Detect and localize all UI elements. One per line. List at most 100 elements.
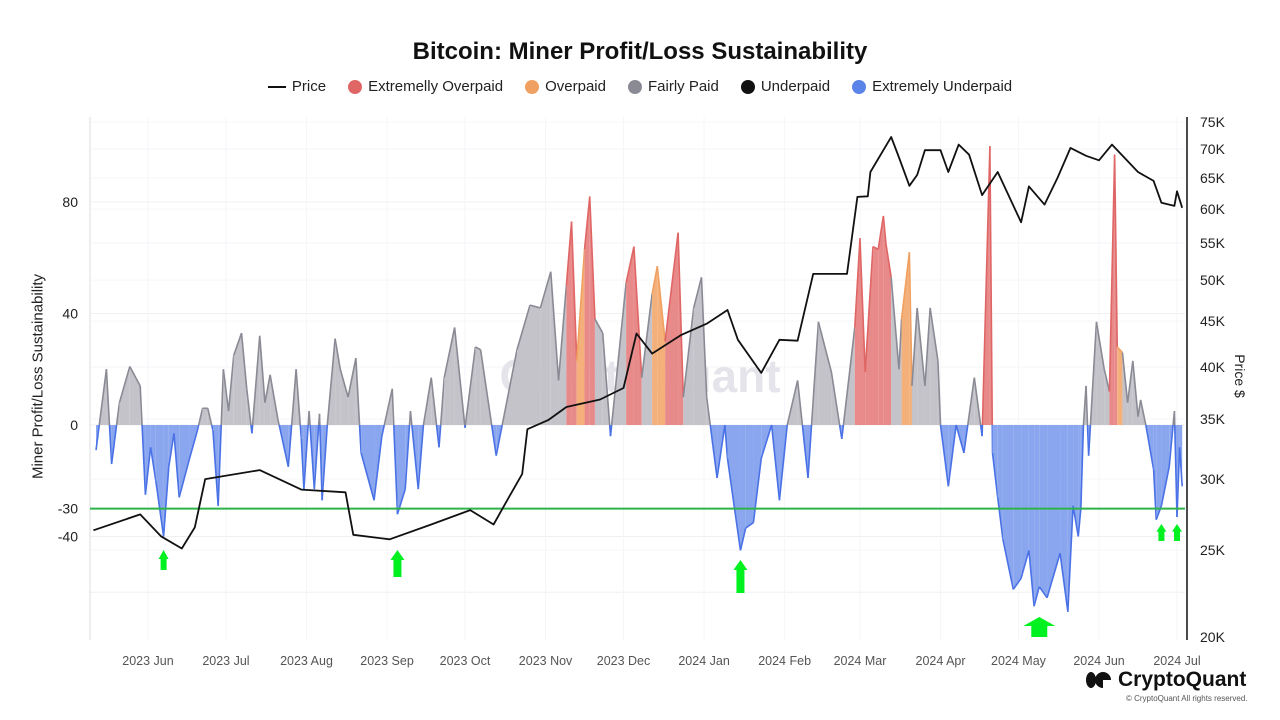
sustainability-line-segment — [859, 238, 866, 373]
x-tick-label: 2024 Mar — [834, 654, 887, 668]
sustainability-line-segment — [716, 424, 726, 479]
sustainability-line-segment — [1038, 586, 1048, 599]
sustainability-line-segment — [313, 424, 320, 490]
sustainability-line-segment — [210, 424, 214, 431]
sustainability-line-segment — [609, 424, 613, 437]
y-tick-label: 80 — [62, 194, 78, 210]
area-segment-eu — [1034, 425, 1040, 607]
sustainability-line-segment — [1113, 154, 1119, 347]
legend-item-overpaid[interactable]: Overpaid — [525, 78, 606, 95]
sustainability-line-segment — [373, 436, 383, 501]
price-tick-label: 65K — [1200, 170, 1226, 186]
sustainability-line-segment — [924, 307, 931, 387]
sustainability-line-segment — [251, 424, 254, 434]
sustainability-line-segment — [108, 424, 113, 465]
sustainability-line-segment — [625, 246, 635, 284]
area-segment-eu — [1047, 425, 1061, 598]
area-segment-f — [202, 408, 208, 425]
area-segment-f — [516, 305, 530, 425]
sustainability-line-segment — [1178, 447, 1183, 487]
legend-item-price[interactable]: Price — [267, 78, 327, 95]
sustainability-line-segment — [173, 433, 180, 498]
green-arrow-icon — [1023, 617, 1056, 637]
x-tick-label: 2024 Jul — [1153, 654, 1200, 668]
area-segment-eo — [626, 246, 634, 425]
sustainability-line-segment — [290, 369, 297, 426]
sustainability-line-segment — [309, 424, 316, 490]
area-segment-f — [917, 307, 925, 425]
area-segment-eo — [872, 246, 879, 425]
sustainability-line-segment — [841, 424, 845, 440]
legend-label: Price — [291, 78, 327, 95]
x-tick-label: 2023 Jul — [202, 654, 249, 668]
sustainability-line-segment — [664, 232, 679, 342]
sustainability-line-segment — [898, 319, 903, 370]
dot-swatch-icon — [348, 79, 363, 94]
sustainability-line-segment — [1087, 424, 1092, 456]
sustainability-line-segment — [842, 327, 856, 426]
x-tick-label: 2024 Jan — [678, 654, 729, 668]
sustainability-line-segment — [1046, 553, 1061, 599]
sustainability-line-segment — [501, 349, 518, 426]
sustainability-line-segment — [1095, 321, 1106, 370]
legend-label: Overpaid — [545, 78, 606, 95]
sustainability-line-segment — [326, 338, 336, 426]
area-segment-f — [475, 346, 481, 425]
area-segment-o — [1117, 346, 1123, 425]
area-segment-eu — [150, 425, 156, 481]
sustainability-line-segment — [739, 527, 747, 551]
sustainability-line-segment — [801, 424, 809, 479]
sustainability-line-segment — [475, 346, 481, 351]
legend-item-extremelly-overpaid[interactable]: Extremelly Overpaid — [348, 78, 503, 95]
x-tick-label: 2024 Feb — [758, 654, 811, 668]
sustainability-line-segment — [1176, 447, 1181, 518]
area-segment-eu — [753, 425, 762, 523]
area-segment-eo — [584, 196, 590, 425]
sustainability-line-segment — [409, 410, 413, 426]
y-tick-label: -30 — [58, 501, 78, 517]
sustainability-line-segment — [240, 332, 248, 389]
sustainability-line-segment — [392, 424, 399, 515]
copyright: © CryptoQuant All rights reserved. — [1126, 694, 1248, 703]
area-segment-f — [818, 321, 832, 425]
legend-item-fairly-paid[interactable]: Fairly Paid — [627, 78, 719, 95]
sustainability-line-segment — [955, 424, 965, 454]
legend-item-extremely-underpaid[interactable]: Extremely Underpaid — [852, 78, 1012, 95]
area-segment-eu — [1021, 425, 1029, 579]
sustainability-line-segment — [245, 388, 252, 426]
sustainability-line-segment — [601, 332, 611, 426]
sustainability-line-segment — [287, 424, 293, 467]
sustainability-line-segment — [269, 374, 279, 420]
area-segment-eu — [740, 425, 746, 551]
sustainability-line-segment — [300, 438, 305, 490]
sustainability-line-segment — [796, 380, 804, 426]
sustainability-line-segment — [495, 424, 503, 456]
price-tick-label: 35K — [1200, 411, 1226, 427]
sustainability-line-segment — [565, 221, 573, 286]
area-segment-o — [576, 249, 585, 425]
area-segment-eo — [865, 246, 873, 425]
sustainability-line-segment — [588, 196, 596, 320]
sustainability-line-segment — [299, 424, 303, 439]
sustainability-line-segment — [264, 374, 271, 403]
area-segment-f — [444, 327, 455, 425]
area-segment-f — [348, 358, 356, 425]
sustainability-line-segment — [916, 307, 926, 387]
sustainability-line-segment — [129, 366, 141, 387]
sustainability-line-segment — [149, 447, 157, 481]
sustainability-line-segment — [539, 271, 552, 309]
sustainability-line-segment — [570, 221, 578, 361]
legend-item-underpaid[interactable]: Underpaid — [740, 78, 830, 95]
sustainability-line-segment — [227, 355, 235, 412]
sustainability-line-segment — [464, 346, 477, 426]
sustainability-line-segment — [656, 266, 666, 342]
sustainability-line-segment — [594, 318, 604, 334]
brand-name: CryptoQuant — [1118, 668, 1247, 691]
sustainability-line-segment — [404, 424, 411, 490]
sustainability-line-segment — [770, 424, 781, 501]
area-segment-o — [901, 252, 910, 425]
area-segment-f — [241, 333, 247, 425]
area-segment-f — [335, 338, 341, 425]
sustainability-line-segment — [1108, 154, 1116, 392]
